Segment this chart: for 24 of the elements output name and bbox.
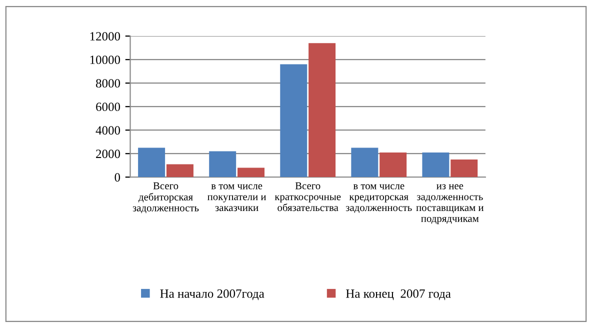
y-tick-label: 2000 (96, 150, 120, 158)
legend-label: На конец 2007 года (346, 289, 451, 300)
bar (280, 64, 308, 178)
x-tick-label: Всего краткосрочные обязательства (274, 182, 341, 212)
bar (166, 164, 194, 178)
y-tick-label: 4000 (96, 126, 120, 135)
y-tick-label: 8000 (96, 79, 120, 88)
bar (450, 159, 478, 178)
bar (308, 43, 336, 178)
bar (238, 168, 265, 178)
bar (138, 148, 166, 178)
bar (209, 151, 236, 178)
x-tick-label: в том числе кредиторская задолженность (346, 184, 412, 214)
bar (380, 152, 407, 178)
bar (422, 152, 450, 178)
legend-label: На начало 2007года (160, 289, 264, 300)
x-tick-label: в том числе покупатели и заказчики (208, 184, 266, 212)
y-tick-label: 10000 (90, 56, 120, 64)
y-tick-label: 12000 (90, 32, 120, 41)
y-tick-label: 6000 (96, 102, 120, 112)
y-tick-label: 0 (114, 173, 120, 182)
x-tick-label: из нее задолженность поставщикам и подрядчикам (416, 184, 484, 224)
x-tick-label: Всего дебиторская задолженность (132, 182, 199, 214)
bar (351, 148, 378, 178)
